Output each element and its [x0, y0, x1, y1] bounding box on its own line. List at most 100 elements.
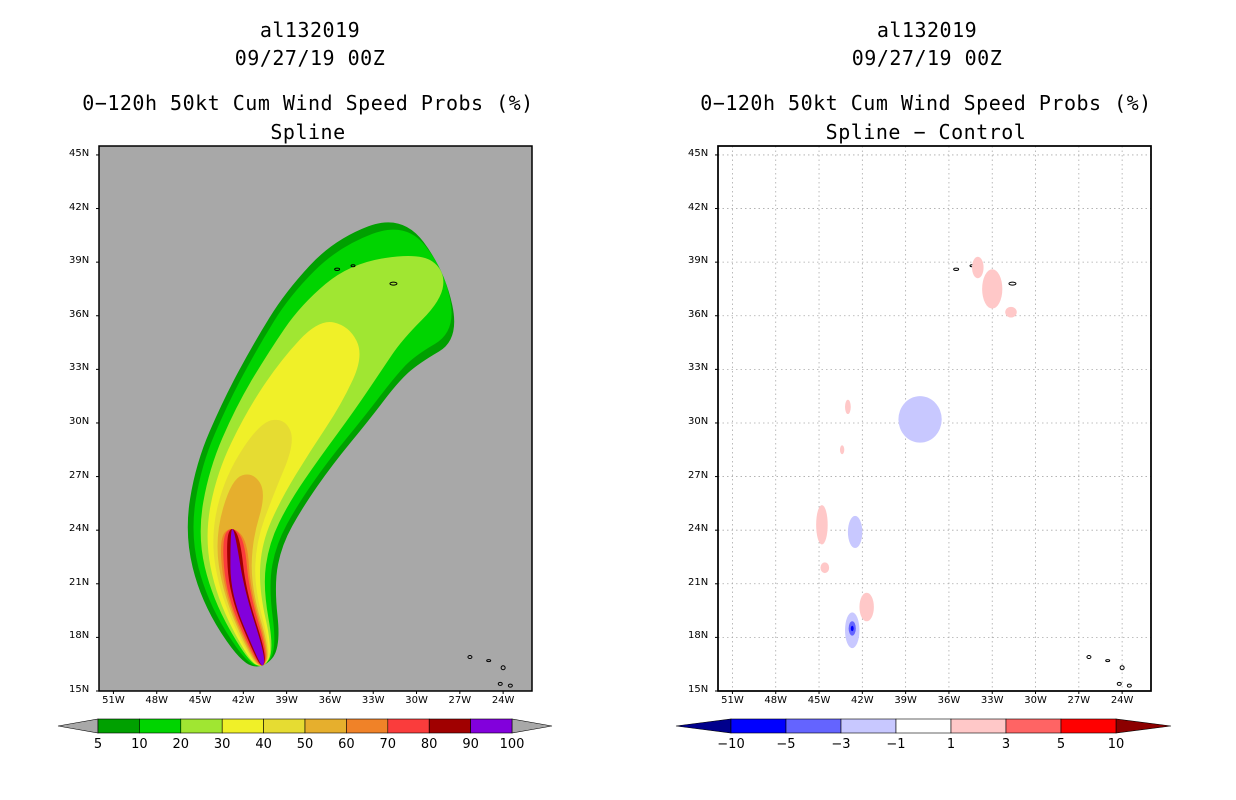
island-outline — [1086, 655, 1092, 660]
island-outline — [1119, 665, 1125, 671]
x-tick-label: 42W — [851, 695, 874, 706]
y-tick-label: 33N — [688, 362, 709, 374]
probability-contour-90 — [230, 529, 265, 666]
colorbar-label: 70 — [379, 737, 397, 752]
colorbar-label: 40 — [255, 737, 272, 752]
y-tick-label: 30N — [688, 415, 709, 427]
colorbar-label: 1 — [946, 737, 956, 752]
y-tick-label: 36N — [688, 308, 709, 320]
plot-frame — [98, 145, 533, 692]
y-tick-label: 39N — [69, 255, 90, 267]
colorbar-swatch — [263, 718, 306, 734]
colorbar-swatch — [840, 718, 897, 734]
island-outline — [953, 267, 960, 271]
panel2-storm-id: al132019 — [876, 18, 978, 42]
colorbar-swatch — [346, 718, 389, 734]
island-outline — [1008, 281, 1017, 286]
plot-frame — [717, 145, 1152, 692]
island-outline — [389, 281, 398, 286]
x-tick-label: 33W — [980, 695, 1004, 706]
y-tick-label: 33N — [69, 362, 90, 374]
island-outline — [1126, 683, 1132, 688]
colorbar-label: 10 — [131, 737, 148, 752]
x-tick-label: 39W — [275, 695, 298, 706]
island-outline — [1105, 659, 1111, 663]
y-tick-label: 36N — [69, 308, 90, 320]
colorbar-swatch — [304, 718, 347, 734]
panel1-title: 0−120h 50kt Cum Wind Speed Probs (%) — [82, 91, 534, 115]
x-tick-label: 33W — [361, 695, 385, 706]
probability-contour-20 — [200, 256, 444, 666]
panel2-subtitle: Spline − Control — [825, 120, 1027, 144]
island-outline — [486, 659, 492, 663]
colorbar-swatch — [97, 718, 140, 734]
island-outline — [497, 681, 503, 686]
x-tick-label: 24W — [1110, 695, 1134, 706]
difference-region — [982, 269, 1003, 309]
y-tick-label: 15N — [688, 684, 709, 695]
island-outline — [334, 267, 341, 271]
island-outline — [467, 655, 473, 660]
colorbar-swatch — [221, 718, 264, 734]
x-tick-label: 51W — [721, 695, 744, 706]
panel2-title: 0−120h 50kt Cum Wind Speed Probs (%) — [700, 91, 1152, 115]
colorbar-label: 5 — [93, 737, 103, 752]
y-tick-label: 15N — [69, 684, 90, 695]
colorbar-label: −1 — [886, 737, 906, 752]
colorbar-label: 60 — [338, 737, 355, 752]
colorbar-label: 20 — [172, 737, 190, 752]
x-tick-label: 45W — [807, 695, 831, 706]
panel1-datetime: 09/27/19 00Z — [234, 46, 386, 70]
difference-region — [820, 562, 830, 574]
difference-region — [898, 396, 942, 443]
island-outline — [507, 683, 513, 688]
colorbar-swatch — [950, 718, 1007, 734]
x-tick-label: 48W — [764, 695, 788, 706]
x-tick-label: 42W — [232, 695, 255, 706]
x-tick-label: 48W — [145, 695, 169, 706]
colorbar-end-cap — [675, 718, 732, 734]
x-tick-label: 27W — [448, 695, 472, 706]
difference-region — [847, 515, 863, 549]
y-tick-label: 42N — [688, 201, 709, 213]
x-tick-label: 27W — [1067, 695, 1091, 706]
colorbar-swatch — [470, 718, 513, 734]
y-tick-label: 21N — [688, 576, 709, 588]
difference-region — [850, 625, 854, 632]
y-tick-label: 39N — [688, 255, 709, 267]
colorbar-label: 50 — [296, 737, 314, 752]
difference-region — [1005, 306, 1017, 318]
y-tick-label: 27N — [688, 469, 709, 481]
y-tick-label: 24N — [688, 523, 709, 535]
x-tick-label: 39W — [894, 695, 917, 706]
colorbar-label: 30 — [213, 737, 231, 752]
colorbar-swatch — [1005, 718, 1062, 734]
difference-region — [972, 256, 984, 279]
difference-region — [859, 592, 874, 622]
x-tick-label: 36W — [318, 695, 342, 706]
y-tick-label: 27N — [69, 469, 90, 481]
colorbar-swatch — [895, 718, 952, 734]
x-tick-label: 30W — [1024, 695, 1047, 706]
colorbar-end-cap — [511, 718, 553, 734]
colorbar-swatch — [139, 718, 182, 734]
island-outline — [500, 665, 506, 671]
colorbar-label: 5 — [1056, 737, 1066, 752]
y-tick-label: 42N — [69, 201, 90, 213]
colorbar-label: 80 — [420, 737, 438, 752]
y-tick-label: 30N — [69, 415, 90, 427]
colorbar-swatch — [785, 718, 842, 734]
panel1-subtitle: Spline — [270, 120, 346, 144]
colorbar-swatch — [387, 718, 430, 734]
y-tick-label: 18N — [69, 630, 90, 642]
panel2-datetime: 09/27/19 00Z — [851, 46, 1003, 70]
x-tick-label: 45W — [188, 695, 212, 706]
x-tick-label: 24W — [491, 695, 515, 706]
panel1-storm-id: al132019 — [259, 18, 361, 42]
colorbar-label: 3 — [1001, 737, 1011, 752]
island-outline — [350, 264, 356, 268]
colorbar-label: −10 — [717, 737, 745, 752]
colorbar-swatch — [428, 718, 471, 734]
colorbar-label: −3 — [831, 737, 851, 752]
